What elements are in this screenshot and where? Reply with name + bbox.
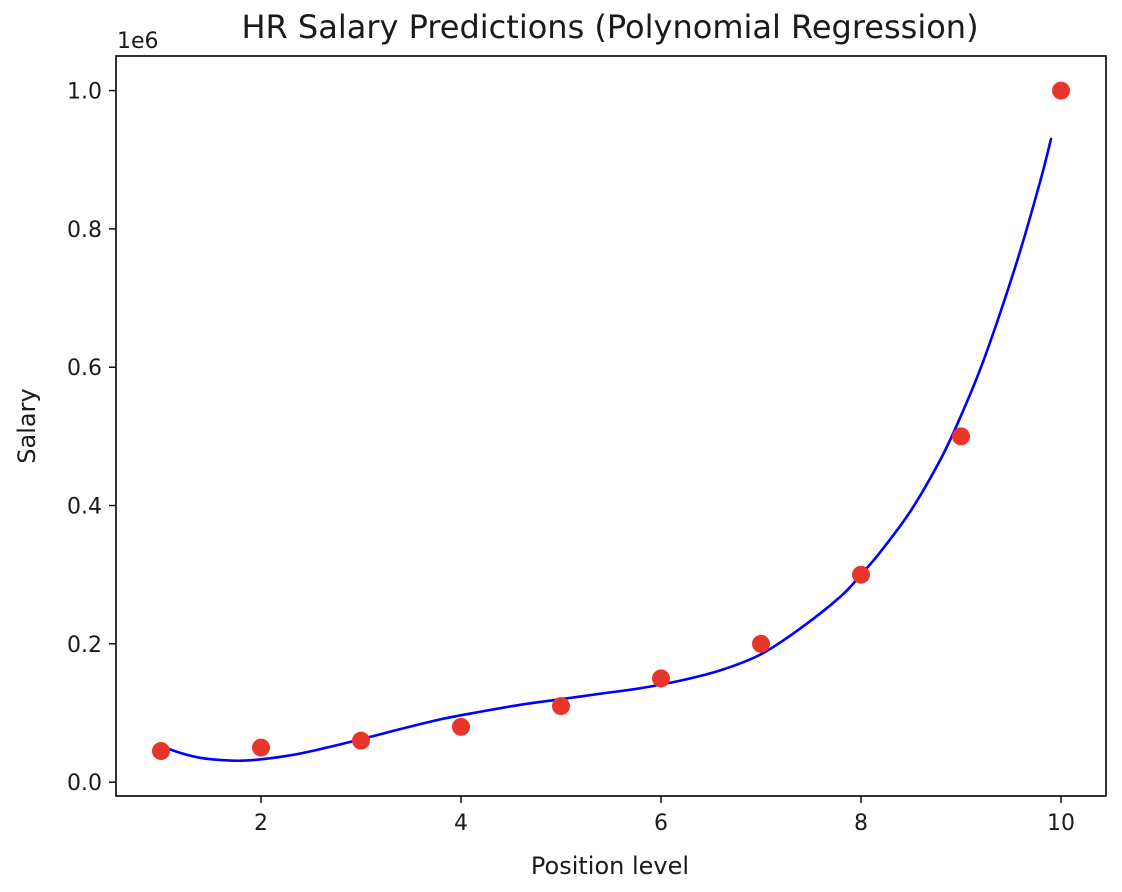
axes-frame bbox=[115, 55, 1107, 797]
x-tick-label: 10 bbox=[1047, 811, 1075, 836]
x-tick-label: 6 bbox=[654, 811, 668, 836]
x-tick-label: 2 bbox=[254, 811, 268, 836]
x-tick-label: 8 bbox=[854, 811, 868, 836]
data-point bbox=[152, 742, 170, 761]
data-point bbox=[652, 669, 670, 688]
data-point bbox=[752, 634, 770, 653]
data-point bbox=[552, 697, 570, 716]
data-point bbox=[952, 427, 970, 446]
y-axis-label: Salary bbox=[13, 388, 41, 463]
y-tick-label: 0.8 bbox=[67, 218, 102, 243]
data-point bbox=[1052, 81, 1070, 100]
chart-title: HR Salary Predictions (Polynomial Regres… bbox=[241, 8, 978, 46]
y-axis-ticks: 0.0 0.2 0.4 0.6 0.8 1.0 bbox=[67, 80, 116, 796]
data-point bbox=[852, 565, 870, 584]
y-tick-label: 0.6 bbox=[67, 356, 102, 381]
data-point bbox=[452, 717, 470, 736]
y-tick-label: 1.0 bbox=[67, 80, 102, 105]
x-axis-ticks: 2 4 6 8 10 bbox=[254, 796, 1075, 836]
y-tick-label: 0.4 bbox=[67, 495, 102, 520]
y-tick-label: 0.0 bbox=[67, 771, 102, 796]
y-tick-label: 0.2 bbox=[67, 633, 102, 658]
data-point bbox=[252, 738, 270, 757]
series-layer bbox=[152, 81, 1070, 763]
data-point bbox=[352, 731, 370, 750]
x-tick-label: 4 bbox=[454, 811, 468, 836]
x-axis-label: Position level bbox=[531, 852, 689, 880]
y-axis-offset-label: 1e6 bbox=[117, 29, 159, 54]
regression-line bbox=[159, 137, 1053, 763]
